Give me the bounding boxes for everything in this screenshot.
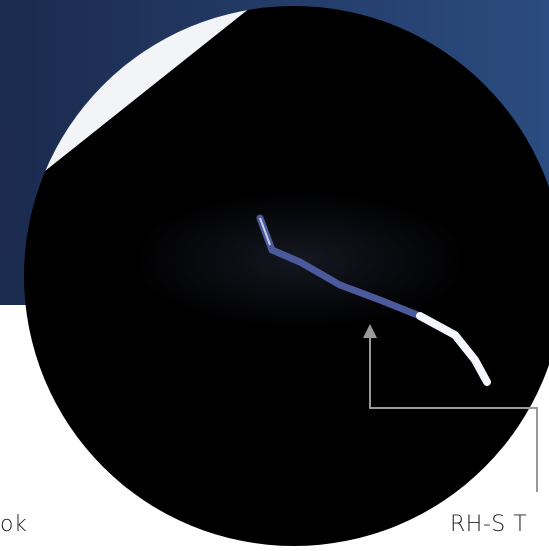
caption: ok — [0, 512, 27, 537]
page: ok RH-S T (() => { const data = JSON.par… — [0, 0, 549, 551]
caption: RH-S T — [450, 512, 527, 537]
hero-graphic — [0, 0, 549, 551]
